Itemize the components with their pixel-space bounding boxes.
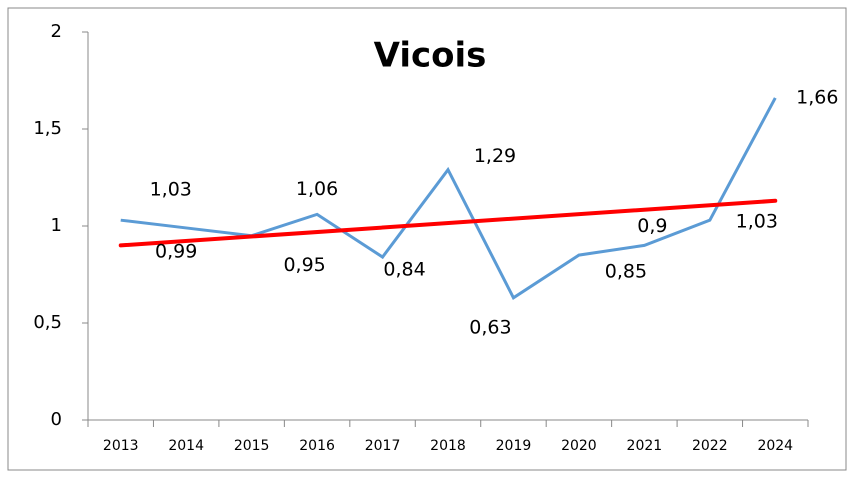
data-label: 1,66	[796, 86, 838, 108]
chart-title: Vicois	[374, 36, 487, 76]
x-tick-label: 2021	[627, 438, 663, 454]
x-tick-label: 2014	[168, 438, 204, 454]
x-tick-label: 2020	[561, 438, 597, 454]
data-label: 1,06	[296, 178, 338, 200]
x-tick-label: 2013	[103, 438, 139, 454]
x-tick-label: 2017	[365, 438, 401, 454]
trend-line	[118, 198, 778, 248]
data-line	[120, 97, 777, 300]
data-label: 0,85	[605, 261, 647, 283]
data-label: 1,03	[150, 179, 192, 201]
y-tick-label: 2	[51, 21, 62, 42]
data-label: 0,99	[155, 240, 197, 262]
data-label: 0,9	[637, 215, 667, 237]
x-tick-label: 2018	[430, 438, 466, 454]
data-label: 0,63	[469, 316, 511, 338]
data-label: 0,95	[283, 254, 325, 276]
x-tick-label: 2019	[496, 438, 532, 454]
data-label: 0,84	[383, 259, 425, 281]
x-tick-label: 2022	[692, 438, 728, 454]
data-label: 1,29	[474, 145, 516, 167]
data-label: 1,03	[736, 211, 778, 233]
y-tick-label: 1,5	[33, 118, 62, 139]
x-tick-label: 2024	[757, 438, 793, 454]
y-tick-label: 0	[51, 409, 62, 430]
chart-border	[7, 7, 847, 471]
y-tick-label: 1	[51, 215, 62, 236]
x-tick-label: 2015	[234, 438, 270, 454]
y-tick-label: 0,5	[33, 312, 62, 333]
x-tick-label: 2016	[299, 438, 335, 454]
